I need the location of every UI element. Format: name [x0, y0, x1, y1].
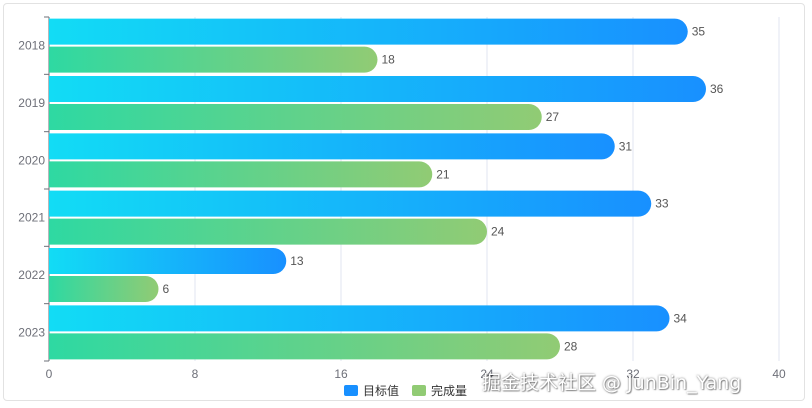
done-bar — [49, 333, 560, 360]
y-tick-label: 2018 — [18, 39, 45, 53]
target-value-label: 13 — [290, 254, 304, 268]
watermark: 掘金技术社区 @ JunBin_Yang — [482, 372, 742, 394]
y-tick-label: 2021 — [18, 211, 45, 225]
x-tick-label: 40 — [772, 367, 786, 381]
done-value-label: 18 — [382, 53, 396, 67]
legend-done-label: 完成量 — [431, 383, 467, 398]
target-bar — [49, 133, 615, 160]
done-value-label: 28 — [564, 339, 578, 353]
done-value-label: 24 — [491, 225, 505, 239]
y-tick-label: 2022 — [18, 268, 45, 282]
target-value-label: 31 — [619, 139, 633, 153]
done-bar — [49, 218, 488, 245]
target-value-label: 35 — [692, 25, 706, 39]
y-tick-label: 2019 — [18, 96, 45, 110]
target-value-label: 34 — [674, 311, 688, 325]
target-value-label: 36 — [710, 82, 724, 96]
x-tick-label: 24 — [480, 367, 494, 381]
legend-target-label: 目标值 — [363, 383, 399, 398]
done-bar — [49, 104, 542, 130]
target-bar — [49, 190, 652, 217]
y-tick-label: 2023 — [18, 325, 45, 339]
x-tick-label: 8 — [192, 367, 199, 381]
target-bar — [49, 305, 670, 332]
legend-done-swatch — [412, 385, 426, 396]
x-tick-label: 0 — [46, 367, 53, 381]
x-tick-label: 16 — [334, 367, 348, 381]
target-bar — [49, 76, 706, 102]
done-bar — [49, 46, 378, 73]
done-bar — [49, 161, 433, 188]
done-bar — [49, 276, 159, 302]
y-tick-label: 2020 — [18, 153, 45, 167]
done-value-label: 6 — [163, 282, 170, 296]
legend-target-swatch — [344, 385, 358, 396]
done-value-label: 27 — [546, 110, 560, 124]
target-bar — [49, 18, 688, 45]
target-bar — [49, 248, 287, 274]
done-value-label: 21 — [436, 167, 450, 181]
x-tick-label: 32 — [626, 367, 640, 381]
target-value-label: 33 — [655, 197, 669, 211]
